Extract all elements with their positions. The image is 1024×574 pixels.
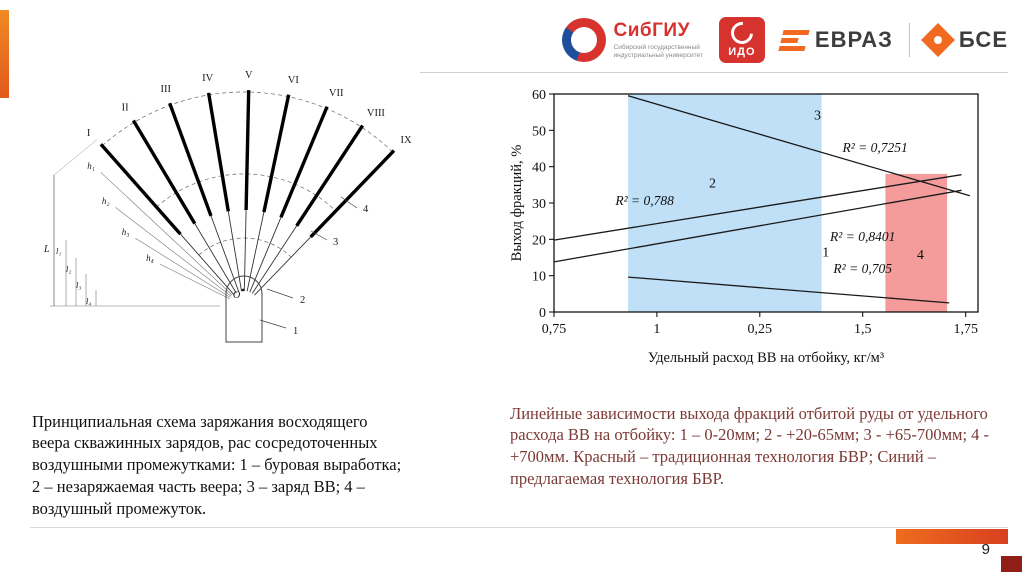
evraz-logo-name: ЕВРАЗ xyxy=(814,27,893,52)
chart-annotation: 2 xyxy=(709,176,716,191)
x-tick-label: 1 xyxy=(653,322,660,337)
y-tick-label: 20 xyxy=(532,233,546,248)
footer-divider-line xyxy=(30,527,1008,528)
chart-annotation: R² = 0,8401 xyxy=(829,229,895,244)
sibgiu-subtitle-line2: индустриальный университет xyxy=(613,52,703,59)
y-tick-label: 30 xyxy=(532,197,546,212)
ray-label-VIII: VIII xyxy=(367,108,386,119)
svg-text:h₄: h₄ xyxy=(146,253,154,263)
y-tick-label: 0 xyxy=(539,306,546,321)
svg-text:h₂: h₂ xyxy=(102,196,110,206)
svg-text:l₃: l₃ xyxy=(76,280,81,290)
left-caption: Принципиальная схема заряжания восходяще… xyxy=(32,411,402,518)
evraz-logo-icon xyxy=(778,29,810,51)
series-3-fraction-65-700mm xyxy=(627,95,970,197)
ray-label-IX: IX xyxy=(400,135,411,146)
tunnel-outline xyxy=(225,275,263,343)
svg-text:h₃: h₃ xyxy=(122,227,130,237)
logo-bar: СибГИУ Сибирский государственный индустр… xyxy=(561,14,1008,66)
ray-label-III: III xyxy=(161,84,172,95)
chart-annotation: 1 xyxy=(822,245,829,260)
bse-logo-icon xyxy=(920,23,955,57)
svg-text:L: L xyxy=(43,244,50,255)
sibgiu-logo-icon xyxy=(561,18,606,62)
ray-label-II: II xyxy=(122,103,129,114)
part-label-1: 1 xyxy=(293,326,298,337)
svg-text:l₂: l₂ xyxy=(66,264,71,274)
chart-annotation: 4 xyxy=(917,248,924,263)
bse-logo-name: БСЕ xyxy=(958,27,1008,52)
series-4-fraction-700mm xyxy=(628,276,950,304)
left-accent-bar xyxy=(0,10,9,98)
sibgiu-logo: СибГИУ Сибирский государственный индустр… xyxy=(561,18,703,62)
x-tick-label: 0,25 xyxy=(748,322,773,337)
y-tick-label: 60 xyxy=(532,88,546,103)
origin-label: O xyxy=(233,290,240,301)
fractions-chart: 0 10 20 30 40 50 60 0,75 1 0,25 1,5 1,75 3 R² = 0,725… xyxy=(508,84,1000,376)
ido-logo: ИДО xyxy=(718,17,765,63)
region-proposed-technology-blue xyxy=(628,94,822,312)
region-traditional-technology-red xyxy=(885,173,948,312)
x-tick-label: 1,5 xyxy=(854,322,872,337)
x-tick-label: 0,75 xyxy=(542,322,567,337)
ray-label-VII: VII xyxy=(329,88,344,99)
page-number: 9 xyxy=(981,541,990,558)
svg-text:h₁: h₁ xyxy=(87,161,95,171)
bse-logo: БСЕ xyxy=(920,23,1008,57)
x-axis-label: Удельный расход ВВ на отбойку, кг/м³ xyxy=(648,350,885,366)
ray-label-I: I xyxy=(87,128,91,139)
part-label-2: 2 xyxy=(300,295,305,306)
logo-divider xyxy=(908,23,910,57)
y-tick-label: 10 xyxy=(532,270,546,285)
ray-label-V: V xyxy=(245,70,253,81)
chart-annotation: R² = 0,705 xyxy=(832,261,892,276)
sibgiu-subtitle-line1: Сибирский государственный xyxy=(613,43,700,51)
svg-text:l₄: l₄ xyxy=(86,296,91,306)
y-tick-label: 40 xyxy=(532,161,546,176)
part-label-4: 4 xyxy=(363,204,369,215)
part-label-3: 3 xyxy=(333,237,338,248)
ido-logo-icon xyxy=(726,17,758,49)
footer-accent-bar xyxy=(896,529,1008,544)
svg-text:l₁: l₁ xyxy=(56,246,61,256)
series-1-fraction-0-20mm xyxy=(553,189,962,263)
right-caption: Линейные зависимости выхода фракций отби… xyxy=(510,403,990,488)
ray-label-VI: VI xyxy=(288,75,300,86)
sibgiu-logo-subtitle: Сибирский государственный индустриальный… xyxy=(614,44,703,60)
chart-annotation: 3 xyxy=(814,108,821,123)
y-axis-label: Выход фракций, % xyxy=(509,145,525,262)
corner-accent-bar xyxy=(1001,556,1022,572)
chart-annotation: R² = 0,7251 xyxy=(841,140,907,155)
series-2-fraction-20-65mm xyxy=(553,174,962,241)
guide-arc xyxy=(101,91,393,153)
x-tick-label: 1,75 xyxy=(953,322,978,337)
y-tick-label: 50 xyxy=(532,124,546,139)
ray-label-IV: IV xyxy=(202,73,213,84)
sibgiu-logo-name: СибГИУ xyxy=(613,19,690,41)
chart-annotation: R² = 0,788 xyxy=(614,193,674,208)
evraz-logo: ЕВРАЗ xyxy=(778,27,893,53)
header-divider-line xyxy=(420,72,1008,73)
ido-logo-label: ИДО xyxy=(728,46,756,58)
